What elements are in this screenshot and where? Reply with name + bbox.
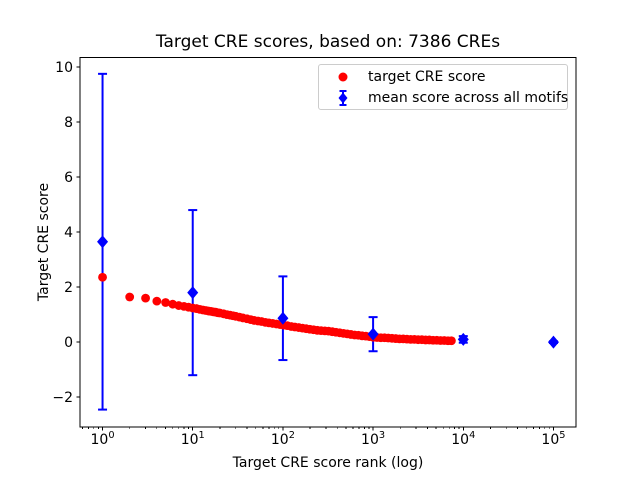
y-tick-label: 4	[64, 225, 73, 241]
y-tick-label: 6	[64, 170, 73, 186]
legend-marker-circle-icon	[338, 72, 348, 81]
data-point-target-score	[98, 272, 107, 282]
data-point-target-score	[152, 296, 162, 306]
legend-item-mean-score: mean score across all motifs	[327, 88, 568, 108]
data-point-mean-score	[187, 286, 199, 300]
data-point-target-score	[125, 292, 135, 302]
x-tick-label: 104	[451, 430, 475, 448]
y-tick-label: 2	[64, 280, 73, 296]
data-point-target-score	[141, 293, 150, 303]
x-tick-label: 103	[361, 430, 385, 448]
legend: target CRE score mean score across all m…	[318, 64, 568, 110]
data-point-mean-score	[547, 335, 559, 349]
x-tick-label: 105	[541, 430, 565, 448]
legend-marker-diamond-icon	[338, 89, 348, 106]
y-tick-label: 10	[55, 60, 73, 76]
data-point-target-score	[161, 298, 170, 307]
chart-title: Target CRE scores, based on: 7386 CREs	[155, 32, 501, 52]
x-tick-label: 101	[181, 430, 205, 448]
plot-border	[79, 57, 577, 428]
legend-label: target CRE score	[368, 68, 486, 85]
legend-item-target-cre-score: target CRE score	[327, 67, 559, 87]
data-point-mean-score	[277, 311, 289, 325]
data-point-mean-score	[457, 332, 469, 346]
legend-label: mean score across all motifs	[368, 89, 569, 106]
data-point-target-score	[447, 336, 456, 346]
y-tick-label: −2	[52, 390, 73, 406]
data-point-mean-score	[367, 327, 379, 341]
data-point-mean-score	[97, 235, 109, 249]
x-tick-label: 100	[91, 430, 115, 448]
x-axis-label: Target CRE score rank (log)	[232, 455, 424, 471]
y-tick-label: 0	[64, 335, 73, 351]
y-tick-label: 8	[64, 115, 73, 131]
x-tick-label: 102	[271, 430, 295, 448]
